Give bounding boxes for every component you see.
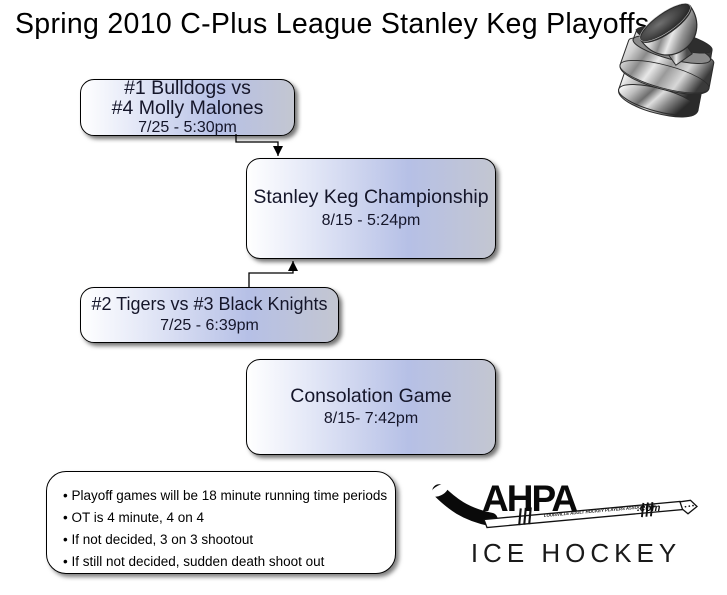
svg-text:.com: .com [637,503,660,514]
svg-text:AHPA: AHPA [482,478,577,519]
